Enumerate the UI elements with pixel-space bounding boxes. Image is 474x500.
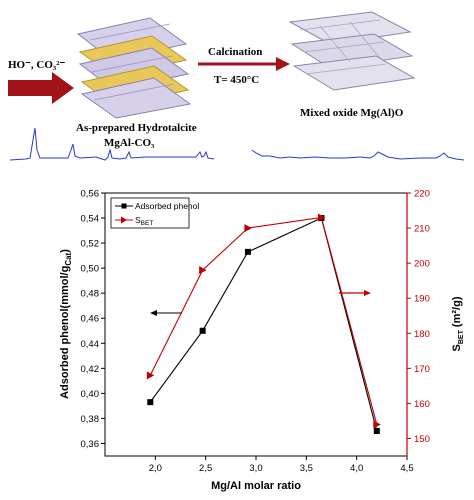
temperature-label: T= 450°C	[214, 74, 259, 86]
y-axis-right-title: SBET (m²/g)	[451, 296, 465, 351]
data-point-sbet	[317, 213, 326, 222]
y2-tick-label: 170	[414, 364, 430, 375]
y2-tick-label: 200	[414, 259, 430, 270]
y-axis-left-title-sub: Cat	[64, 252, 73, 265]
y-tick-label: 0,46	[81, 314, 100, 325]
calcination-arrowhead	[276, 57, 290, 71]
y2-tick-label: 180	[414, 329, 430, 340]
legend: Adsorbed phenol SBET	[110, 197, 199, 229]
x-tick-label: 4,0	[350, 463, 363, 474]
y-axis-right-title-main: S	[451, 344, 463, 351]
data-point-sbet	[146, 371, 155, 380]
y-tick-label: 0,42	[81, 364, 100, 375]
right-axis-pointer-arrow	[339, 290, 371, 296]
y2-tick-label: 220	[414, 189, 430, 200]
y-axis-right-title-end: (m²/g)	[451, 296, 463, 330]
y-axis-left: 0,36 0,38 0,40 0,42 0,44 0,46 0,48 0,50 0,52 0,54…	[81, 189, 105, 450]
x-tick-label: 3,5	[300, 463, 313, 474]
data-point-sbet	[199, 266, 207, 275]
reactant-label: HO⁻, CO₃²⁻	[8, 59, 66, 71]
y2-tick-label: 190	[414, 294, 430, 305]
series-markers	[146, 213, 381, 434]
y-tick-label: 0,56	[81, 189, 100, 200]
x-tick-label: 2,0	[149, 463, 162, 474]
y2-tick-label: 160	[414, 399, 430, 410]
y-axis-right: 150 160 170 180 190 200 210 220	[407, 189, 430, 445]
y-tick-label: 0,38	[81, 414, 100, 425]
y-axis-right-title-sub: BET	[458, 329, 465, 344]
y-tick-label: 0,48	[81, 289, 100, 300]
data-point-phenol	[147, 399, 154, 406]
data-point-sbet	[244, 224, 252, 233]
left-axis-pointer-arrow	[150, 310, 182, 316]
x-axis-title: Mg/Al molar ratio	[211, 480, 301, 492]
x-axis: 2,0 2,5 3,0 3,5 4,0 4,5	[149, 456, 414, 474]
y-tick-label: 0,50	[81, 264, 100, 275]
data-point-sbet	[373, 420, 381, 429]
series-line-1	[149, 216, 378, 425]
process-label: Calcination	[208, 46, 262, 58]
input-arrow	[8, 72, 74, 104]
xrd-trace-mixed-oxide	[251, 149, 465, 161]
y-tick-label: 0,52	[81, 239, 100, 250]
data-point-phenol	[199, 327, 206, 334]
y-tick-label: 0,54	[81, 214, 100, 225]
y2-tick-label: 210	[414, 224, 430, 235]
x-tick-label: 2,5	[199, 463, 212, 474]
y-axis-left-title: Adsorbed phenol(mmol/gCat)	[59, 249, 73, 399]
y-axis-left-title-main: Adsorbed phenol(mmol/g	[59, 266, 71, 399]
y-tick-label: 0,44	[81, 339, 100, 350]
y-tick-label: 0,40	[81, 389, 100, 400]
data-point-phenol	[373, 427, 380, 434]
y2-tick-label: 150	[414, 434, 430, 445]
xrd-trace-hydrotalcite	[9, 127, 215, 161]
legend-label-sbet: SBET	[135, 215, 153, 227]
series-lines	[149, 216, 378, 432]
hydrotalcite-label: As-prepared Hydrotalcite	[76, 122, 197, 134]
legend-marker-sbet	[121, 216, 127, 224]
hydrotalcite-structure-image	[76, 17, 192, 119]
legend-label-phenol: Adsorbed phenol	[135, 201, 199, 211]
legend-box	[110, 197, 190, 229]
x-tick-label: 3,0	[249, 463, 262, 474]
product-label: Mixed oxide Mg(Al)O	[300, 107, 404, 119]
plot-area	[104, 192, 408, 457]
x-tick-label: 4,5	[400, 463, 413, 474]
legend-marker-phenol	[121, 203, 127, 209]
y-tick-label: 0,36	[81, 439, 100, 450]
hydrotalcite-formula: MgAl-CO₃	[104, 137, 155, 149]
series-line-0	[149, 217, 378, 432]
data-point-phenol	[244, 248, 251, 255]
mixed-oxide-structure-image	[288, 11, 416, 91]
y-axis-left-title-end: )	[59, 249, 71, 253]
scheme: HO⁻, CO₃²⁻ As-prepared Hydrotalcite MgAl…	[8, 11, 465, 161]
chart: 2,0 2,5 3,0 3,5 4,0 4,5 0,360,380,400,420,440…	[59, 189, 465, 493]
legend-label-sbet-sub: BET	[141, 220, 154, 227]
legend-label-sbet-main: S	[135, 215, 141, 225]
